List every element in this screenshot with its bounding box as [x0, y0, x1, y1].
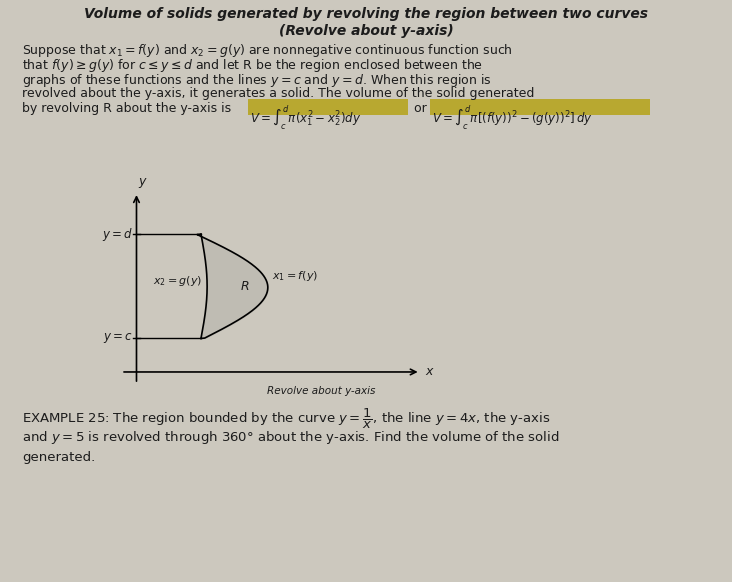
Text: EXAMPLE 25: The region bounded by the curve $y=\dfrac{1}{x}$, the line $y=4x$, t: EXAMPLE 25: The region bounded by the cu… [22, 407, 550, 431]
Text: $y=c$: $y=c$ [103, 331, 133, 345]
Text: $y=d$: $y=d$ [102, 226, 133, 243]
Text: Volume of solids generated by revolving the region between two curves: Volume of solids generated by revolving … [84, 7, 648, 21]
Text: or: or [410, 102, 430, 115]
Text: $x_2=g(y)$: $x_2=g(y)$ [153, 274, 203, 288]
Text: by revolving R about the y-axis is: by revolving R about the y-axis is [22, 102, 235, 115]
Text: $V=\int_c^d\pi[(f(y))^2-(g(y))^2]\,dy$: $V=\int_c^d\pi[(f(y))^2-(g(y))^2]\,dy$ [432, 103, 593, 131]
Text: $x$: $x$ [425, 365, 435, 378]
Text: $R$: $R$ [240, 279, 250, 293]
Text: graphs of these functions and the lines $y=c$ and $y=d$. When this region is: graphs of these functions and the lines … [22, 72, 492, 89]
Text: Revolve about y-axis: Revolve about y-axis [266, 386, 375, 396]
Text: $y$: $y$ [138, 176, 148, 190]
Text: (Revolve about y-axis): (Revolve about y-axis) [279, 24, 453, 38]
Text: that $f(y)\geq g(y)$ for $c\leq y\leq d$ and let R be the region enclosed betwee: that $f(y)\geq g(y)$ for $c\leq y\leq d$… [22, 57, 483, 74]
Bar [430, 99, 650, 115]
Text: revolved about the y-axis, it generates a solid. The volume of the solid generat: revolved about the y-axis, it generates … [22, 87, 534, 100]
Text: $V=\int_c^d\pi(x_1^2-x_2^2)dy$: $V=\int_c^d\pi(x_1^2-x_2^2)dy$ [250, 103, 362, 131]
Text: and $y=5$ is revolved through 360° about the y-axis. Find the volume of the soli: and $y=5$ is revolved through 360° about… [22, 429, 559, 446]
Text: $x_1=f(y)$: $x_1=f(y)$ [272, 269, 318, 283]
Text: Suppose that $x_1=f(y)$ and $x_2=g(y)$ are nonnegative continuous function such: Suppose that $x_1=f(y)$ and $x_2=g(y)$ a… [22, 42, 513, 59]
Text: generated.: generated. [22, 451, 95, 464]
Bar [248, 99, 408, 115]
